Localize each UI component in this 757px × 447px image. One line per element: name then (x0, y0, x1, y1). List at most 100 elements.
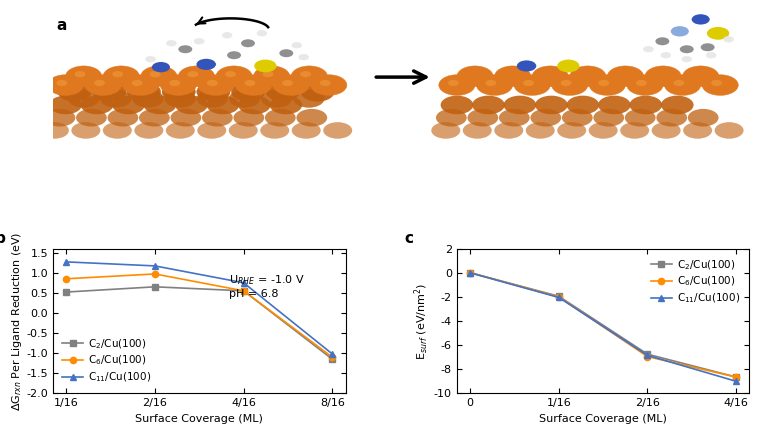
Circle shape (261, 90, 292, 107)
Circle shape (238, 96, 271, 114)
Circle shape (207, 80, 218, 86)
Circle shape (702, 75, 738, 95)
Circle shape (431, 122, 460, 139)
Circle shape (175, 96, 207, 114)
Circle shape (299, 55, 309, 60)
Circle shape (467, 109, 498, 127)
Circle shape (223, 33, 232, 38)
Circle shape (75, 71, 86, 77)
Circle shape (94, 80, 105, 86)
Circle shape (150, 71, 160, 77)
C$_6$/Cu(100) (328, 354, 337, 360)
C$_2$/Cu(100) (554, 294, 563, 299)
Circle shape (179, 66, 214, 87)
Y-axis label: $\Delta$G$_{rxn}$ Per Ligand Reduction (eV): $\Delta$G$_{rxn}$ Per Ligand Reduction (… (10, 232, 23, 411)
Circle shape (494, 122, 523, 139)
Circle shape (724, 37, 734, 42)
Circle shape (463, 122, 492, 139)
Circle shape (310, 75, 347, 95)
C$_6$/Cu(100) (151, 271, 160, 277)
Circle shape (517, 60, 536, 72)
Circle shape (152, 62, 170, 72)
Circle shape (701, 43, 715, 51)
Circle shape (257, 30, 266, 36)
Circle shape (132, 90, 164, 107)
Circle shape (141, 66, 177, 87)
Circle shape (656, 37, 669, 45)
Circle shape (439, 75, 475, 95)
Circle shape (706, 52, 716, 58)
Circle shape (291, 122, 321, 139)
C$_2$/Cu(100) (731, 375, 740, 380)
Circle shape (229, 90, 260, 107)
Legend: C$_2$/Cu(100), C$_6$/Cu(100), C$_{11}$/Cu(100): C$_2$/Cu(100), C$_6$/Cu(100), C$_{11}$/C… (58, 333, 156, 388)
C$_{11}$/Cu(100) (643, 353, 652, 358)
Circle shape (562, 109, 593, 127)
Circle shape (263, 71, 273, 77)
Circle shape (514, 75, 550, 95)
Circle shape (85, 75, 121, 95)
Circle shape (561, 80, 572, 86)
Circle shape (254, 66, 290, 87)
Circle shape (665, 75, 701, 95)
Text: U$_{RHE}$ = -1.0 V
pH = 6.8: U$_{RHE}$ = -1.0 V pH = 6.8 (229, 274, 304, 299)
Circle shape (162, 82, 195, 101)
Line: C$_{11}$/Cu(100): C$_{11}$/Cu(100) (467, 270, 740, 384)
C$_{11}$/Cu(100) (239, 280, 248, 286)
Circle shape (66, 66, 101, 87)
Line: C$_6$/Cu(100): C$_6$/Cu(100) (467, 270, 740, 380)
Circle shape (144, 96, 176, 114)
Circle shape (291, 66, 327, 87)
Circle shape (292, 42, 301, 48)
C$_6$/Cu(100) (554, 294, 563, 299)
Circle shape (503, 96, 536, 114)
Circle shape (671, 26, 689, 37)
Circle shape (448, 80, 459, 86)
Circle shape (197, 90, 228, 107)
Circle shape (593, 109, 624, 127)
Circle shape (254, 59, 276, 72)
Circle shape (711, 80, 722, 86)
Circle shape (195, 38, 204, 44)
C$_2$/Cu(100) (151, 284, 160, 290)
Circle shape (645, 66, 681, 87)
Circle shape (112, 96, 145, 114)
C$_{11}$/Cu(100) (554, 295, 563, 300)
Circle shape (535, 96, 568, 114)
Circle shape (188, 71, 198, 77)
Circle shape (198, 122, 226, 139)
Circle shape (630, 96, 662, 114)
Circle shape (167, 41, 176, 46)
Circle shape (179, 45, 192, 53)
Circle shape (319, 80, 331, 86)
Circle shape (68, 90, 99, 107)
Circle shape (680, 45, 693, 53)
Circle shape (81, 96, 114, 114)
Circle shape (436, 109, 467, 127)
Circle shape (273, 75, 310, 95)
Circle shape (683, 122, 712, 139)
Circle shape (160, 75, 197, 95)
Circle shape (301, 71, 311, 77)
Circle shape (494, 66, 531, 87)
Circle shape (692, 14, 710, 25)
Circle shape (269, 96, 302, 114)
C$_2$/Cu(100) (239, 288, 248, 294)
Circle shape (245, 80, 255, 86)
Circle shape (532, 66, 569, 87)
Circle shape (301, 82, 334, 101)
Circle shape (557, 122, 586, 139)
Text: a: a (57, 18, 67, 33)
Circle shape (499, 109, 530, 127)
Circle shape (132, 80, 142, 86)
Circle shape (101, 90, 131, 107)
Circle shape (170, 80, 180, 86)
Circle shape (235, 75, 272, 95)
Circle shape (682, 56, 692, 62)
Circle shape (607, 66, 643, 87)
C$_2$/Cu(100) (328, 357, 337, 362)
X-axis label: Surface Coverage (ML): Surface Coverage (ML) (136, 414, 263, 424)
C$_2$/Cu(100) (466, 270, 475, 275)
Circle shape (656, 109, 687, 127)
C$_6$/Cu(100) (731, 375, 740, 380)
